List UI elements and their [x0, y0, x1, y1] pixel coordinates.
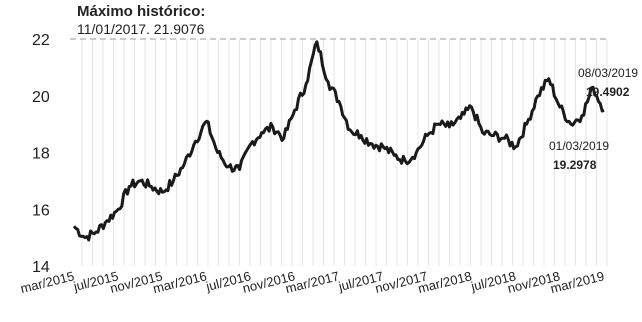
last-value-label: 19.4902: [586, 85, 630, 99]
y-tick-label: 22: [32, 32, 50, 49]
grid-lines: [81, 39, 608, 266]
prev-date-label: 01/03/2019: [549, 139, 609, 153]
record-title: Máximo histórico:: [77, 3, 205, 20]
series-line: [72, 40, 605, 242]
y-tick-label: 16: [32, 202, 50, 219]
y-tick-label: 14: [32, 259, 50, 276]
y-tick-label: 20: [32, 89, 50, 106]
record-text: 11/01/2017. 21.9076: [77, 21, 205, 37]
last-date-label: 08/03/2019: [578, 66, 638, 80]
x-axis-labels: mar/2015jul/2015nov/2015mar/2016jul/2016…: [19, 268, 606, 296]
prev-value-label: 19.2978: [553, 158, 597, 172]
y-tick-label: 18: [32, 146, 50, 163]
y-axis-labels: 14 16 18 20 22: [32, 32, 50, 276]
